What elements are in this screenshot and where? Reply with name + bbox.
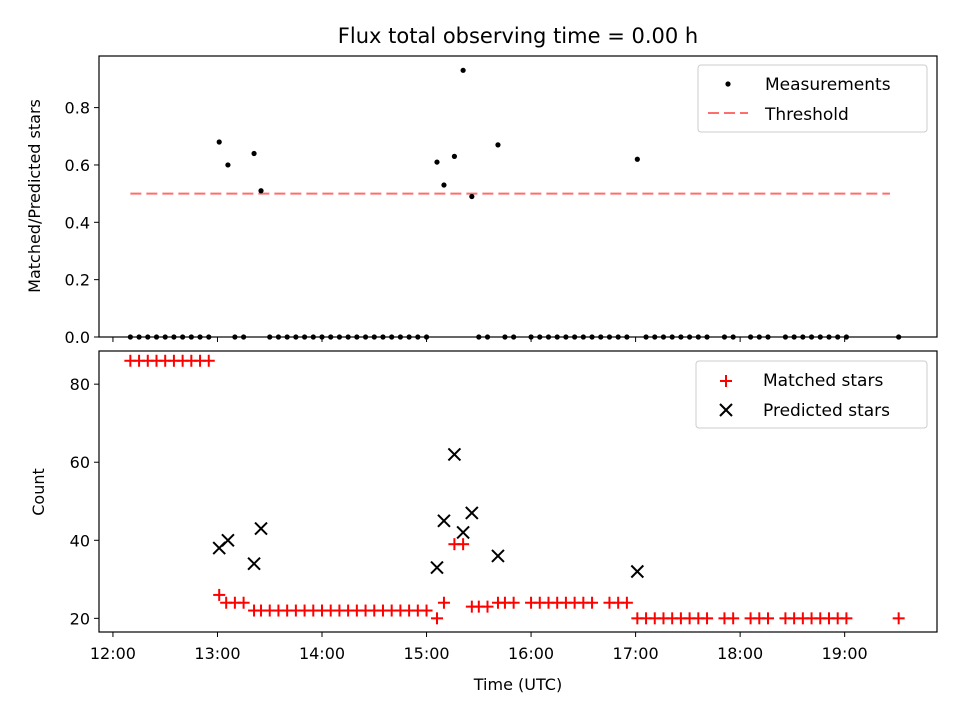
matched-stars-points [124, 354, 905, 625]
top-y-tick-label: 0.6 [65, 156, 90, 175]
matched-star-point [202, 354, 215, 367]
predicted-star-stroke [491, 549, 505, 563]
bottom-plot-frame [98, 350, 938, 633]
bottom-y-tick-label: 60 [70, 453, 90, 472]
predicted-star-stroke [254, 521, 268, 536]
measurement-point [225, 162, 231, 168]
bottom-y-ticks: 20 40 60 80 [70, 375, 99, 628]
predicted-star-stroke [247, 556, 261, 571]
predicted-star-stroke [447, 447, 462, 462]
top-y-tick-label: 0.0 [65, 328, 90, 347]
top-legend: Measurements Threshold [697, 64, 928, 133]
top-y-tick-label: 0.8 [65, 99, 90, 118]
predicted-stars-points [212, 447, 645, 579]
predicted-star-point [465, 506, 479, 520]
matched-star-point [701, 612, 714, 625]
predicted-star-point [447, 447, 462, 462]
matched-star-point [507, 596, 520, 609]
predicted-star-point [456, 525, 470, 540]
bottom-x-tick-label: 19:00 [822, 644, 868, 663]
matched-star-point [586, 596, 599, 609]
measurement-point [634, 156, 640, 162]
bottom-x-tick-label: 16:00 [508, 644, 554, 663]
bottom-x-tick-label: 14:00 [299, 644, 345, 663]
predicted-stars-legend-label: Predicted stars [763, 401, 890, 421]
bottom-legend: Matched stars Predicted stars [695, 360, 928, 429]
bottom-x-tick-label: 12:00 [90, 644, 136, 663]
bottom-x-ticks: 12:00 13:00 14:00 15:00 16:00 17:00 18:00 19:00 [90, 632, 868, 663]
matched-star-point [430, 612, 443, 625]
predicted-star-point [491, 549, 505, 563]
bottom-panel: Count Time (UTC) 20 40 60 80 12:00 13:00 14:0… [29, 350, 938, 694]
predicted-star-stroke [630, 564, 645, 579]
matched-star-point [437, 596, 450, 609]
predicted-stars-legend-marker [719, 403, 733, 417]
x-axis-title: Time (UTC) [473, 675, 562, 694]
top-y-tick-label: 0.2 [65, 271, 90, 290]
top-y-tick-label: 0.4 [65, 213, 90, 232]
matched-star-point [762, 612, 775, 625]
measurement-point [258, 188, 264, 194]
predicted-star-stroke [465, 506, 479, 520]
predicted-star-stroke [437, 514, 451, 528]
bottom-y-tick-label: 20 [70, 609, 90, 628]
top-plot-frame [98, 55, 938, 338]
matched-star-point [727, 612, 740, 625]
measurement-point [251, 150, 257, 157]
top-y-axis-title: Matched/Predicted stars [25, 99, 44, 293]
predicted-star-point [221, 533, 235, 547]
threshold-legend-label: Threshold [764, 105, 849, 125]
measurement-point [441, 182, 447, 188]
bottom-y-tick-label: 80 [70, 375, 90, 394]
matched-star-point [237, 596, 250, 609]
predicted-star-stroke [456, 525, 470, 540]
predicted-star-stroke [221, 533, 235, 547]
measurement-point [216, 139, 222, 145]
top-legend-box [697, 64, 928, 133]
top-panel: Flux total observing time = 0.00 h Match… [25, 24, 938, 347]
predicted-star-point [430, 560, 444, 575]
measurement-points [127, 67, 902, 340]
measurement-point [451, 153, 458, 159]
predicted-star-point [254, 521, 268, 536]
matched-stars-legend-label: Matched stars [763, 371, 883, 391]
measurement-point [495, 142, 501, 148]
measurement-point [460, 67, 466, 73]
bottom-x-tick-label: 18:00 [717, 644, 763, 663]
measurement-point [434, 159, 440, 165]
bottom-y-tick-label: 40 [70, 531, 90, 550]
measurements-legend-label: Measurements [765, 75, 891, 95]
chart-title: Flux total observing time = 0.00 h [338, 24, 698, 48]
bottom-x-tick-label: 15:00 [403, 644, 449, 663]
matched-star-point [620, 596, 633, 609]
matched-star-point [457, 538, 470, 551]
matched-stars-legend-marker [720, 375, 732, 387]
matched-star-point [840, 612, 853, 625]
bottom-x-tick-label: 17:00 [613, 644, 659, 663]
matched-star-point [892, 612, 905, 625]
measurement-point [469, 193, 475, 200]
top-y-ticks: 0.0 0.2 0.4 0.6 0.8 [65, 99, 99, 347]
predicted-star-point [247, 556, 261, 571]
predicted-star-stroke [430, 560, 444, 575]
measurements-legend-marker [725, 81, 731, 87]
matched-star-point [481, 600, 494, 613]
predicted-star-point [630, 564, 645, 579]
bottom-x-tick-label: 13:00 [194, 644, 240, 663]
bottom-legend-box [695, 360, 928, 429]
matched-star-point [420, 604, 433, 617]
predicted-star-point [437, 514, 451, 528]
bottom-y-axis-title: Count [29, 468, 48, 516]
matched-star-point [213, 588, 226, 601]
